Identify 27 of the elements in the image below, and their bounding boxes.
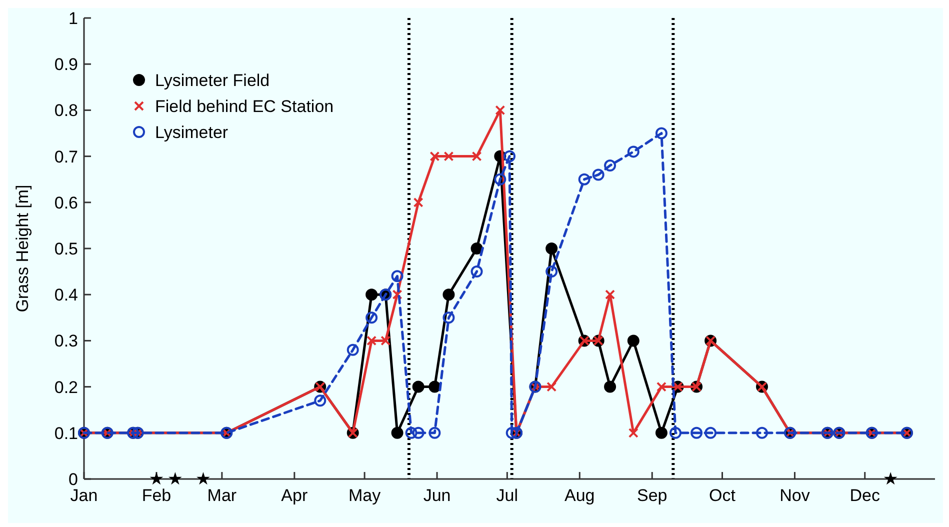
- x-tick-label: Apr: [281, 486, 308, 505]
- y-axis-title: Grass Height [m]: [13, 184, 32, 312]
- x-tick-label: Jan: [70, 486, 98, 505]
- y-tick-label: 0.3: [54, 332, 78, 351]
- x-tick-label: Feb: [142, 486, 172, 505]
- y-tick-label: 0.2: [54, 378, 78, 397]
- x-tick-label: Dec: [850, 486, 880, 505]
- y-tick-label: 0.6: [54, 193, 78, 212]
- x-tick-label: Jul: [496, 486, 518, 505]
- legend-label: Lysimeter: [155, 122, 228, 142]
- y-tick-label: 0.1: [54, 424, 78, 443]
- x-tick-label: Aug: [564, 486, 595, 505]
- y-tick-label: 0.4: [54, 286, 78, 305]
- x-tick-label: Nov: [780, 486, 810, 505]
- x-tick-label: Sep: [636, 486, 668, 505]
- legend-label: Field behind EC Station: [155, 96, 334, 116]
- x-tick-label: Mar: [207, 486, 237, 505]
- y-tick-label: 0: [68, 470, 78, 489]
- y-tick-label: 0.7: [54, 147, 78, 166]
- x-tick-label: May: [348, 486, 382, 505]
- y-tick-label: 0.9: [54, 55, 78, 74]
- legend-label: Lysimeter Field: [155, 70, 270, 90]
- y-tick-label: 0.8: [54, 101, 78, 120]
- x-tick-label: Jun: [423, 486, 451, 505]
- y-tick-label: 0.5: [54, 239, 78, 258]
- x-tick-label: Oct: [709, 486, 736, 505]
- y-tick-label: 1: [68, 8, 78, 28]
